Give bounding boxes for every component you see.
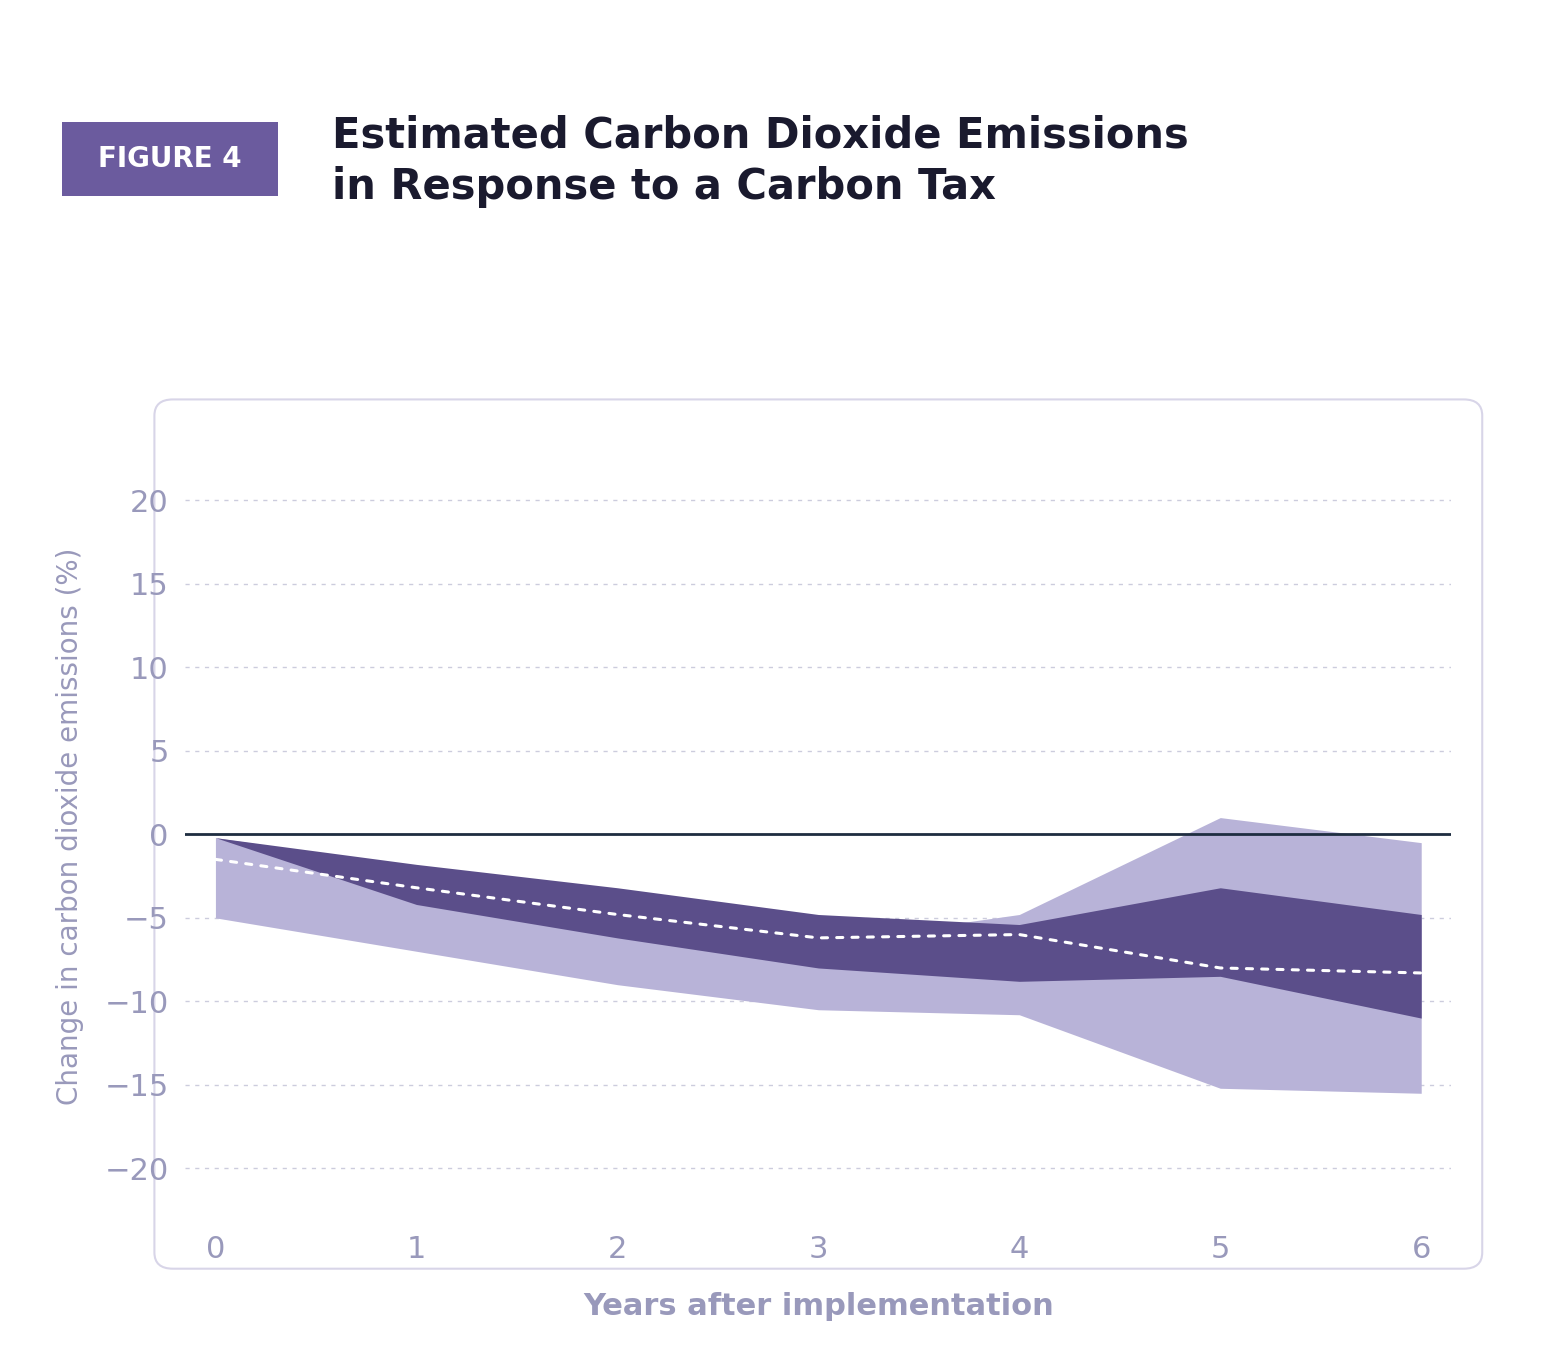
Text: in Response to a Carbon Tax: in Response to a Carbon Tax: [332, 165, 996, 209]
Y-axis label: Change in carbon dioxide emissions (%): Change in carbon dioxide emissions (%): [56, 547, 83, 1105]
Text: Estimated Carbon Dioxide Emissions: Estimated Carbon Dioxide Emissions: [332, 114, 1189, 157]
Text: FIGURE 4: FIGURE 4: [97, 145, 242, 173]
X-axis label: Years after implementation: Years after implementation: [584, 1292, 1053, 1322]
FancyBboxPatch shape: [49, 119, 290, 199]
